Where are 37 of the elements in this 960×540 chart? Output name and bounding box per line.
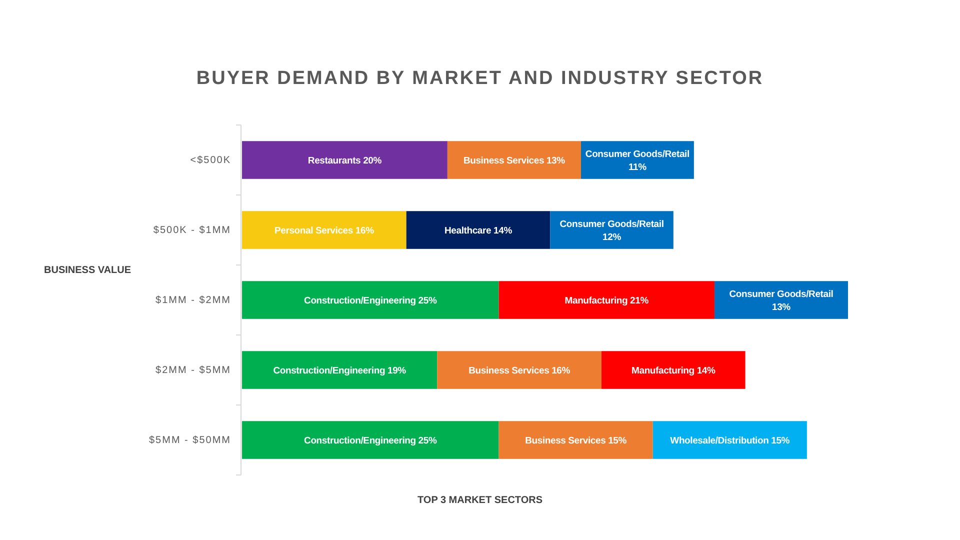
data-label: Construction/Engineering 25%	[304, 436, 438, 446]
y-tick-label: $1MM - $2MM	[156, 295, 231, 306]
data-label: Construction/Engineering 19%	[273, 366, 407, 376]
bar	[242, 211, 406, 249]
data-label: Construction/Engineering 25%	[304, 296, 438, 306]
bar	[498, 421, 653, 459]
data-label: Business Services 15%	[525, 436, 628, 446]
bar	[498, 281, 714, 319]
bar	[652, 421, 807, 459]
data-label: Manufacturing 21%	[564, 296, 650, 306]
bar	[714, 281, 848, 319]
data-label: Business Services 16%	[468, 366, 571, 376]
x-axis-title: TOP 3 MARKET SECTORS	[417, 495, 543, 506]
y-tick-label: <$500K	[190, 155, 231, 166]
bar	[242, 281, 499, 319]
data-label: Consumer Goods/Retail 11%	[585, 149, 690, 173]
data-label: Business Services 13%	[463, 156, 566, 166]
data-label: Manufacturing 14%	[632, 366, 716, 376]
data-label: Personal Services 16%	[274, 226, 375, 236]
bar	[437, 351, 602, 389]
data-label: Consumer Goods/Retail 12%	[560, 219, 664, 243]
data-label: Consumer Goods/Retail 13%	[729, 289, 834, 313]
y-tick-label: $5MM - $50MM	[148, 435, 231, 446]
y-tick-label: $2MM - $5MM	[156, 365, 231, 376]
bar	[550, 211, 674, 249]
data-label: Healthcare 14%	[444, 226, 513, 236]
bar	[601, 351, 746, 389]
y-axis-title: BUSINESS VALUE	[44, 265, 132, 276]
y-tick-label: $500K - $1MM	[153, 225, 231, 236]
bar	[447, 141, 581, 179]
bar	[406, 211, 550, 249]
bar	[242, 421, 499, 459]
data-label: Wholesale/Distribution 15%	[670, 436, 790, 446]
chart-title: BUYER DEMAND BY MARKET AND INDUSTRY SECTOR	[196, 68, 764, 89]
data-label: Restaurants 20%	[308, 156, 382, 166]
bar	[242, 141, 448, 179]
bar	[242, 351, 438, 389]
